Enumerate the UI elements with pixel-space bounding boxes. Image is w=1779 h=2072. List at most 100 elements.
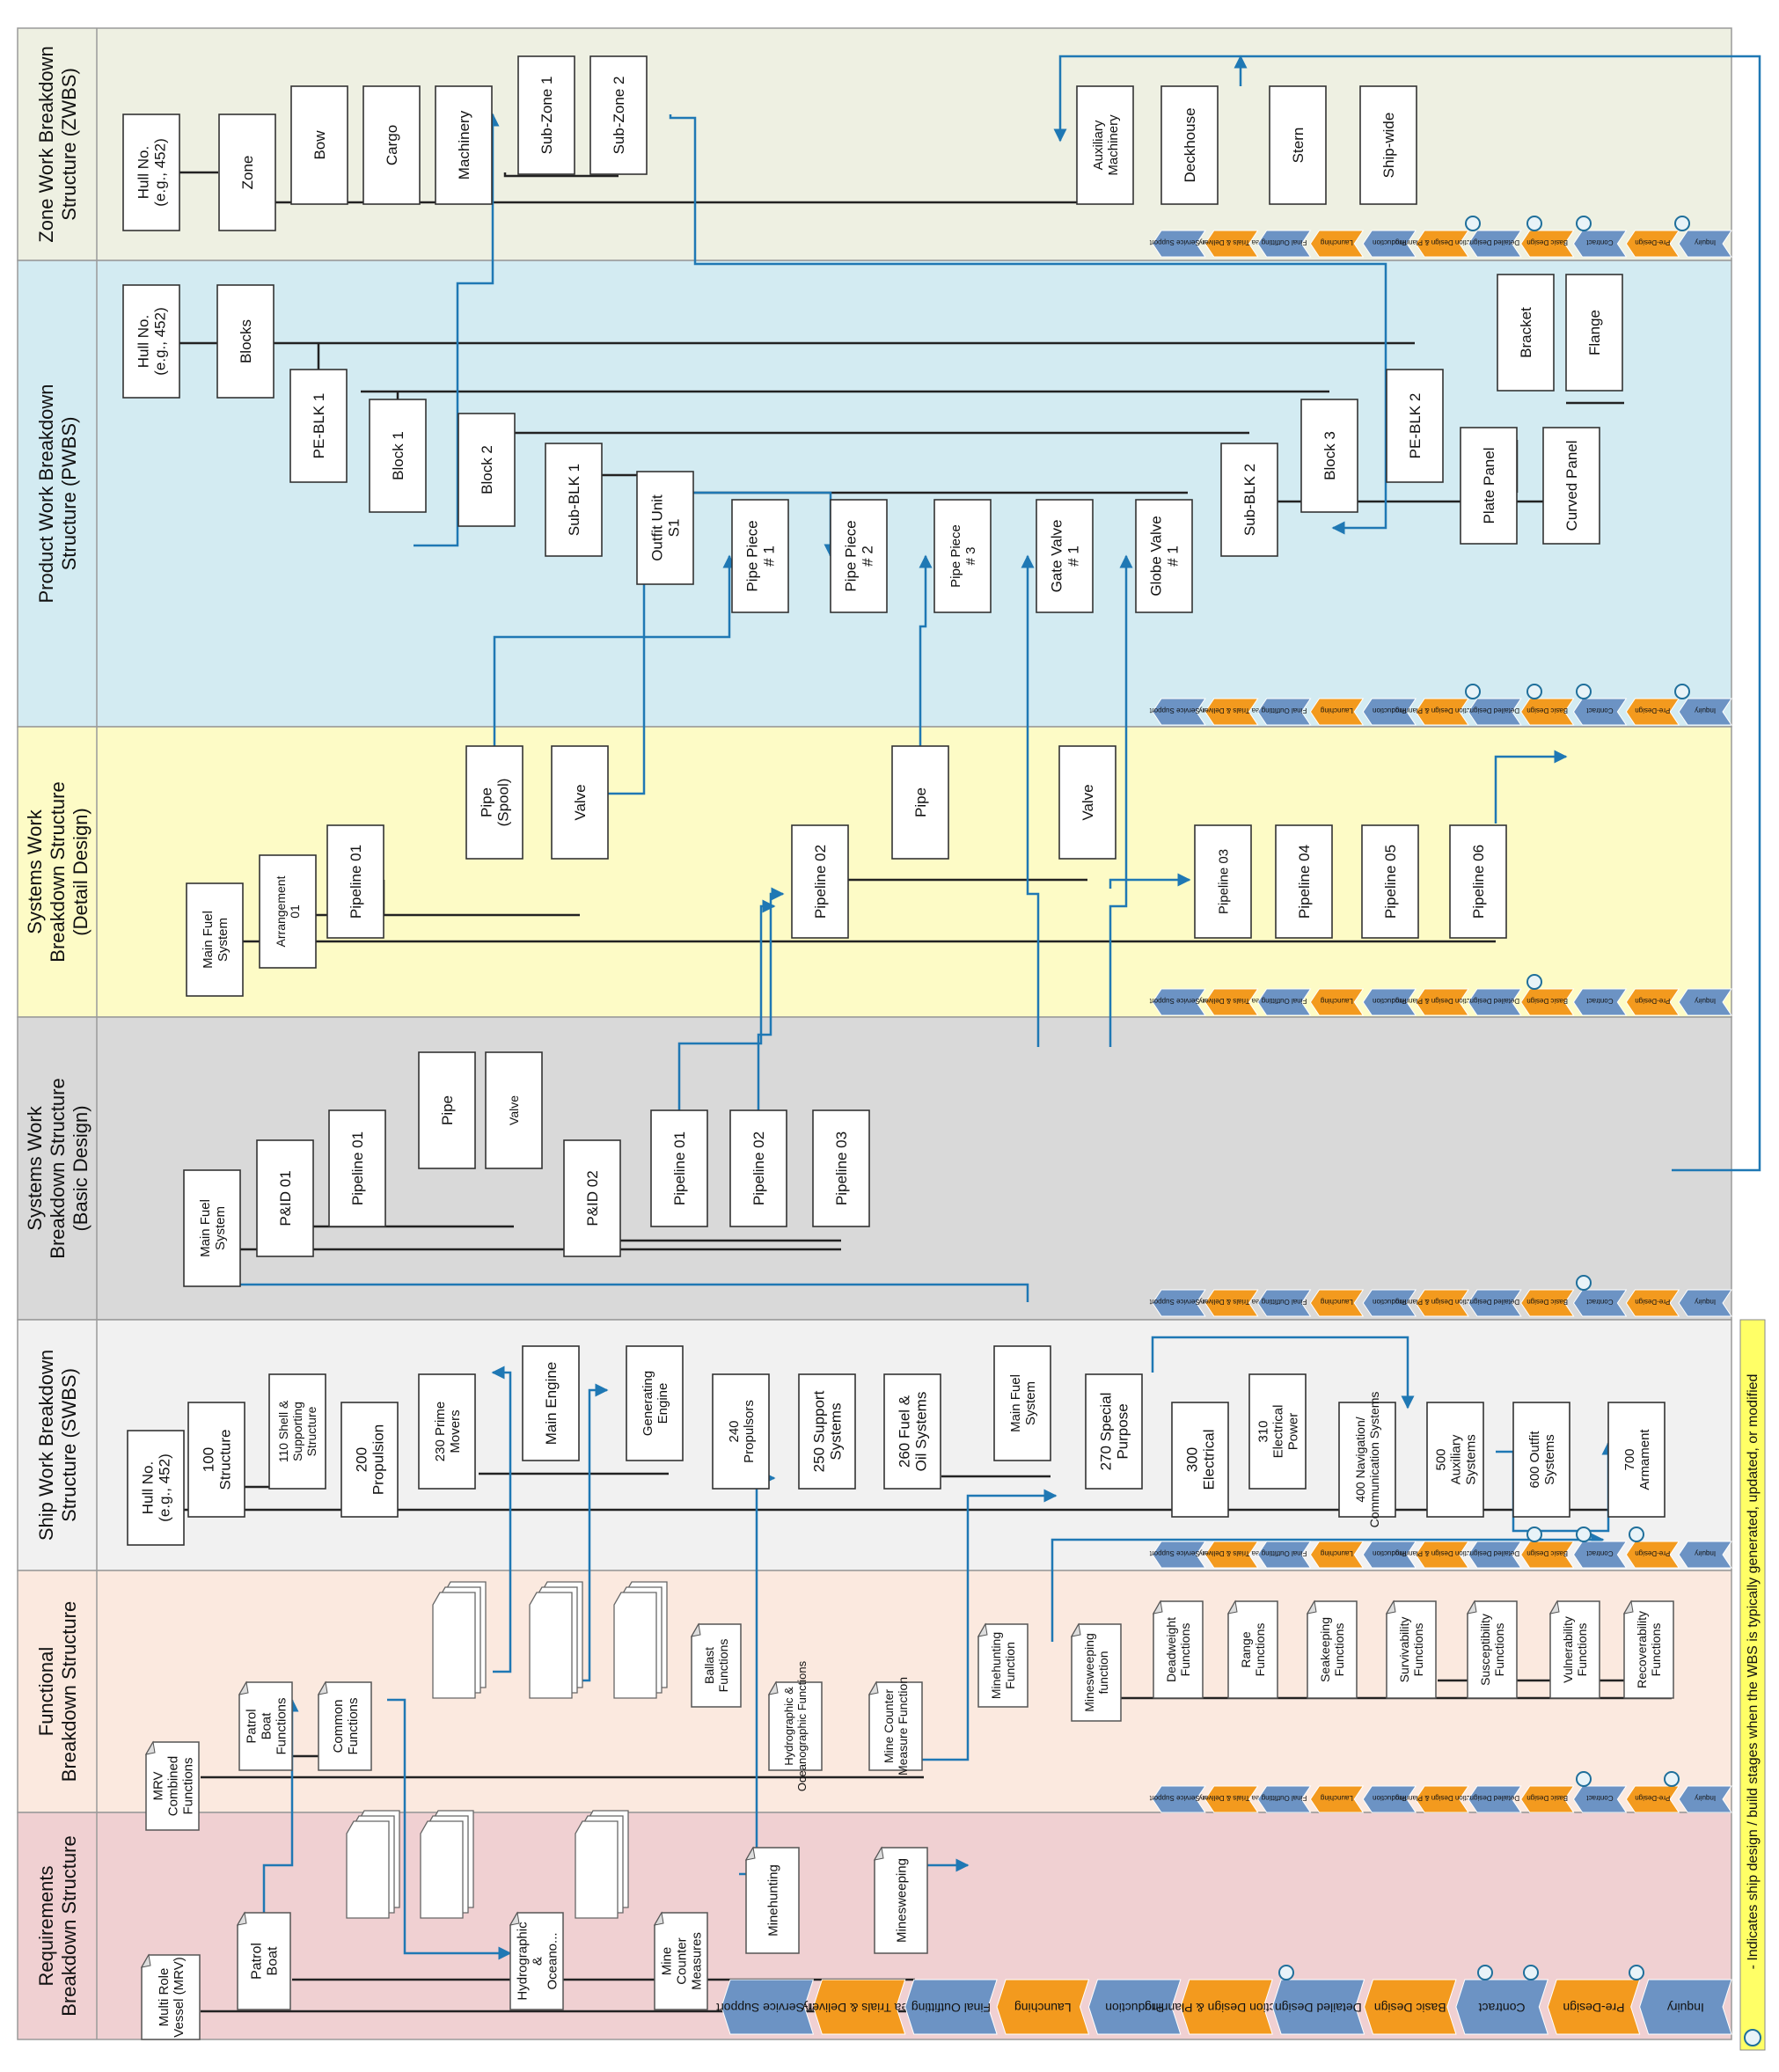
svg-text:Final Outfitting: Final Outfitting [911, 2001, 991, 2015]
node-zwbs-hull-no-e-g-452: Hull No.(e.g., 452) [122, 113, 180, 231]
stage-sea-trials-delivery [1204, 698, 1259, 726]
traceability-flow [880, 1489, 1058, 1761]
node-swbs_basic-pipeline-01: Pipeline 01 [328, 1109, 386, 1227]
node-label: 230 PrimeMovers [433, 1402, 463, 1461]
node-requirements-hydrographic-oceano: Hydrographic&Oceano... [509, 1911, 564, 2010]
node-label: Hull No.(e.g., 452) [135, 307, 168, 376]
node-label: MinehuntingFunction [989, 1632, 1017, 1699]
stage-pre-design [1625, 988, 1680, 1016]
node-label: BallastFunctions [702, 1639, 730, 1693]
node-swbs_detail-pipeline-01: Pipeline 01 [326, 824, 384, 939]
stage-marker-icon [1526, 216, 1542, 231]
node-label: 270 SpecialPurpose [1097, 1393, 1131, 1471]
node-label: Pipeline 05 [1382, 845, 1399, 919]
node-label: GeneratingEngine [641, 1371, 670, 1436]
stage-in-service-support [1152, 1785, 1206, 1813]
node-pwbs-outfit-unit-s1: Outfit UnitS1 [636, 471, 694, 585]
svg-text:Contract: Contract [1586, 707, 1614, 714]
stage-final-outfitting [1257, 1785, 1312, 1813]
stage-in-service-support [1152, 698, 1206, 726]
stage-marker-icon [1278, 1965, 1294, 1980]
node-functional-range-functions: RangeFunctions [1227, 1600, 1278, 1699]
stage-inquiry [1639, 1979, 1732, 2035]
node-label: 310ElectricalPower [1256, 1405, 1300, 1459]
stage-in-service-support [721, 1979, 815, 2035]
svg-text:Pre-Design: Pre-Design [1635, 1298, 1670, 1306]
stage-marker-icon [1477, 1965, 1493, 1980]
node-functional-mine-counter-measure-function: Mine CounterMeasure Function [868, 1677, 923, 1775]
svg-text:Basic Design: Basic Design [1526, 1794, 1568, 1802]
node-requirements-minehunting: Minehunting [745, 1846, 800, 1954]
stage-detailed-design [1468, 1289, 1522, 1317]
node-requirements-minesweeping: Minesweeping [874, 1846, 928, 1954]
node-swbs_detail-pipeline-06: Pipeline 06 [1449, 824, 1507, 939]
node-ship_swbs-260-fuel-oil-systems: 260 Fuel &Oil Systems [883, 1373, 941, 1490]
node-label: PE-BLK 2 [1407, 393, 1424, 459]
doc-stack-placeholder [613, 1581, 668, 1699]
stage-production-design-planning [1180, 1979, 1273, 2035]
svg-text:Final Outfitting: Final Outfitting [1262, 238, 1307, 246]
svg-text:Detailed Design: Detailed Design [1470, 1794, 1519, 1802]
node-label: Block 1 [390, 431, 406, 480]
node-label: Hydrographic&Oceano... [515, 1922, 560, 2001]
node-swbs_basic-pipeline-02: Pipeline 02 [729, 1109, 787, 1227]
stage-inquiry [1678, 230, 1732, 258]
doc-stack-placeholder [420, 1810, 474, 1919]
node-functional-hydrographic-oceanographic-functions: Hydrographic &Oceanographic Functions [768, 1660, 823, 1791]
node-label: Hydrographic &Oceanographic Functions [782, 1660, 809, 1791]
svg-text:Final Outfitting: Final Outfitting [1262, 1298, 1307, 1306]
node-zwbs-ship-wide: Ship-wide [1359, 85, 1417, 205]
node-label: Cargo [384, 125, 400, 165]
band-title-functional: FunctionalBreakdown Structure [35, 1601, 80, 1782]
stage-marker-icon [1576, 216, 1592, 231]
svg-text:Pre-Design: Pre-Design [1635, 707, 1670, 714]
node-ship_swbs-240-propulsors: 240Propulsors [712, 1373, 770, 1490]
svg-text:Detailed Design: Detailed Design [1275, 2001, 1362, 2015]
svg-text:Inquiry: Inquiry [1695, 1298, 1716, 1306]
svg-text:Sea Trials & Delivery: Sea Trials & Delivery [1199, 997, 1264, 1005]
stage-launching [1309, 1541, 1365, 1569]
node-ship_swbs-270-special-purpose: 270 SpecialPurpose [1085, 1373, 1143, 1490]
stage-pre-design [1625, 1541, 1680, 1569]
svg-text:Inquiry: Inquiry [1695, 707, 1716, 714]
stage-production-design-planning [1415, 230, 1469, 258]
node-pwbs-block-3: Block 3 [1300, 399, 1358, 513]
node-label: Deckhouse [1182, 107, 1198, 182]
traceability-flow [1109, 554, 1133, 1047]
node-functional-seakeeping-functions: SeakeepingFunctions [1307, 1600, 1358, 1699]
traceability-flow [1051, 1533, 1605, 1642]
traceability-flow [387, 1698, 512, 1960]
traceability-flow [757, 887, 785, 1110]
node-functional-deadweight-functions: DeadweightFunctions [1153, 1600, 1204, 1699]
node-label: 240Propulsors [727, 1400, 757, 1463]
node-pwbs-bracket: Bracket [1497, 274, 1555, 392]
stage-contract [1572, 698, 1628, 726]
svg-text:Detailed Design: Detailed Design [1470, 997, 1519, 1005]
stage-inquiry [1678, 988, 1732, 1016]
stage-launching [1309, 988, 1365, 1016]
node-functional-patrol-boat-functions: PatrolBoatFunctions [238, 1680, 293, 1771]
svg-text:Basic Design: Basic Design [1374, 2001, 1446, 2015]
node-label: Minesweepingfunction [1082, 1633, 1110, 1712]
node-swbs_detail-pipe-spool: Pipe(Spool) [465, 745, 523, 860]
node-label: VulnerabilityFunctions [1561, 1616, 1589, 1683]
svg-text:Production Design & Planning: Production Design & Planning [1395, 707, 1489, 714]
svg-text:Launching: Launching [1321, 1794, 1353, 1802]
node-pwbs-pipe-piece-3: Pipe Piece# 3 [933, 499, 992, 613]
node-pwbs-sub-blk-2: Sub-BLK 2 [1220, 443, 1278, 557]
node-swbs_detail-pipeline-02: Pipeline 02 [791, 824, 849, 939]
node-label: Outfit UnitS1 [648, 494, 682, 561]
stage-marker-icon [1465, 216, 1481, 231]
svg-text:Basic Design: Basic Design [1526, 997, 1568, 1005]
node-zwbs-zone: Zone [218, 113, 276, 231]
stage-sea-trials-delivery [812, 1979, 906, 2035]
node-label: Pipe Piece# 1 [743, 520, 777, 591]
node-label: Blocks [238, 319, 254, 363]
svg-text:Production: Production [1373, 1298, 1406, 1306]
stage-sea-trials-delivery [1204, 1785, 1259, 1813]
stage-detailed-design [1271, 1979, 1365, 2035]
node-ship_swbs-200-propulsion: 200Propulsion [340, 1402, 399, 1518]
node-label: P&ID 02 [584, 1170, 601, 1226]
svg-text:In-Service Support: In-Service Support [1149, 238, 1208, 246]
